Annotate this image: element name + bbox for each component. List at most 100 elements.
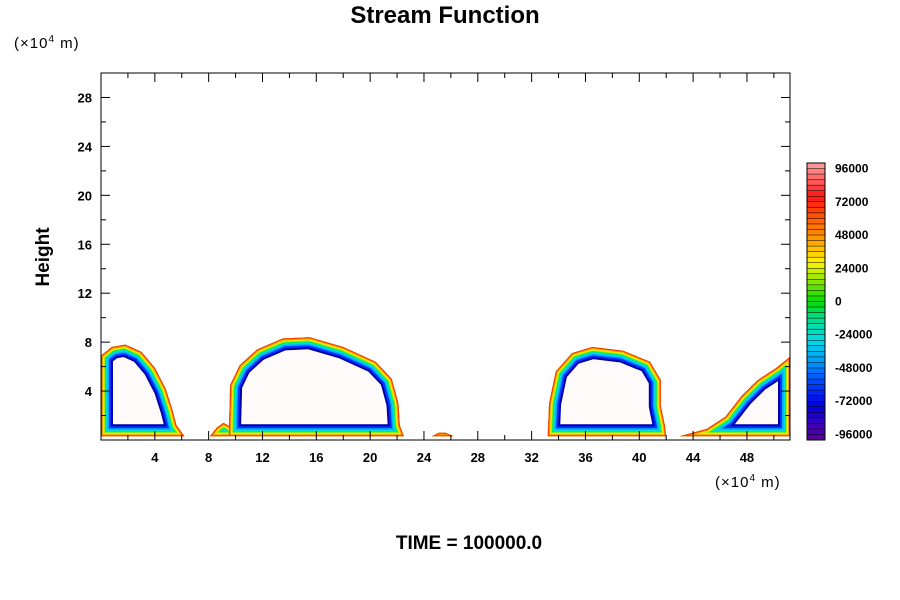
colorbar-swatch [807,373,825,380]
colorbar-swatch [807,351,825,358]
x-axis-unit: (×104 m) [715,473,781,491]
colorbar-swatch [807,329,825,336]
colorbar-swatch [807,428,825,435]
x-tick-label: 36 [578,450,592,465]
colorbar-swatch [807,301,825,308]
colorbar-swatch [807,323,825,330]
colorbar-swatch [807,268,825,275]
colorbar-swatch [807,406,825,413]
x-tick-label: 20 [363,450,377,465]
colorbar-swatch [807,262,825,269]
colorbar-swatch [807,412,825,419]
plot-frame [100,72,791,441]
field-left-edge-cell [101,344,185,437]
y-tick-label: 28 [78,90,92,105]
colorbar-swatch [807,168,825,175]
colorbar-swatch [807,174,825,181]
x-unit-suffix: m) [756,474,781,491]
colorbar-swatch [807,379,825,385]
colorbar: 96000 72000 48000 24000 0 -24000 -48000 -72000 -… [806,162,873,441]
x-tick-label: 44 [686,450,701,465]
chart-title: Stream Function [350,2,539,29]
colorbar-swatch [807,295,825,302]
colorbar-swatch [807,384,825,391]
y-tick-label: 24 [78,139,93,154]
contour-band [210,422,236,437]
time-label: TIME = 100000.0 [396,533,542,554]
colorbar-swatch [807,246,825,253]
y-tick-label: 12 [78,286,92,301]
y-unit-exponent: 4 [48,34,55,45]
colorbar-swatch [807,284,825,291]
colorbar-swatch [807,229,825,236]
x-unit-exponent: 4 [749,473,756,484]
field-interior [547,347,667,437]
colorbar-swatch [807,273,825,280]
colorbar-swatch [807,390,825,397]
y-tick-label: 8 [85,335,92,350]
colorbar-swatch [807,362,825,369]
y-tick-label: 16 [78,237,92,252]
colorbar-tick-label: -72000 [835,394,873,408]
x-unit-prefix: (×10 [715,474,749,491]
colorbar-tick-label: -24000 [835,328,873,342]
colorbar-swatch [807,251,825,258]
colorbar-swatch [807,257,825,264]
colorbar-tick-label: -48000 [835,361,873,375]
colorbar-swatch [807,395,825,402]
colorbar-swatch [807,401,825,408]
colorbar-tick-label: -96000 [835,427,873,441]
colorbar-tick-label: 0 [835,295,842,309]
colorbar-swatch [807,434,825,441]
colorbar-swatch [807,312,825,319]
colorbar-swatch [807,356,825,363]
colorbar-tick-label: 96000 [835,162,869,176]
colorbar-swatch [807,179,825,186]
x-tick-label: 8 [205,450,212,465]
x-tick-label: 40 [632,450,646,465]
field-large-cell [228,337,404,437]
x-tick-label: 16 [309,450,323,465]
colorbar-swatch [807,417,825,424]
contour-band [228,337,404,437]
colorbar-swatch [807,201,825,208]
y-axis-label: Height [33,227,54,287]
plot-background [101,73,790,440]
colorbar-swatch [807,190,825,197]
y-unit-suffix: m) [55,35,80,52]
colorbar-tick-label: 72000 [835,195,869,209]
colorbar-swatch [807,235,825,241]
colorbar-tick-label: 24000 [835,261,869,275]
colorbar-swatch [807,223,825,230]
colorbar-swatch [807,345,825,352]
colorbar-swatch [807,279,825,286]
colorbar-swatch [807,240,825,247]
y-axis-unit: (×104 m) [14,34,80,52]
x-tick-label: 48 [740,450,754,465]
colorbar-tick-label: 48000 [835,228,869,242]
colorbar-frame [806,162,826,441]
y-tick-label: 20 [78,188,92,203]
y-tick-label: 4 [85,384,93,399]
colorbar-swatch [807,212,825,219]
colorbar-swatch [807,163,825,169]
colorbar-swatch [807,207,825,214]
colorbar-swatch [807,185,825,192]
colorbar-swatch [807,318,825,325]
colorbar-swatch [807,307,825,313]
contour-band [547,347,667,437]
colorbar-swatch [807,196,825,203]
colorbar-swatch [807,367,825,374]
x-tick-label: 28 [471,450,485,465]
y-unit-prefix: (×10 [14,35,48,52]
colorbar-swatch [807,290,825,297]
field-interior [679,356,790,437]
x-tick-label: 32 [524,450,538,465]
colorbar-swatch [807,340,825,347]
field-middle-right-cell [547,347,667,437]
x-tick-label: 4 [151,450,159,465]
x-tick-label: 24 [417,450,432,465]
